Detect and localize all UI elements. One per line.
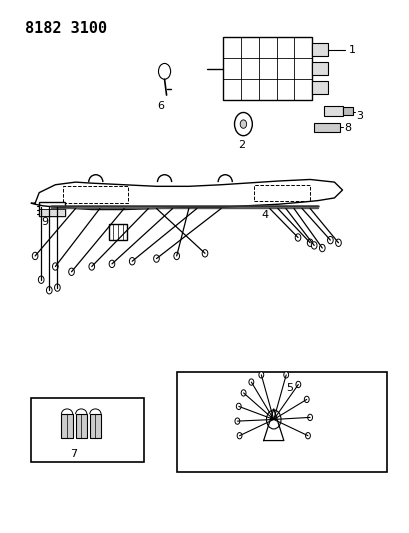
Text: 8: 8: [344, 123, 351, 133]
Circle shape: [307, 414, 312, 421]
Text: 5: 5: [285, 383, 292, 393]
Circle shape: [153, 255, 159, 262]
Circle shape: [310, 241, 316, 249]
Circle shape: [234, 112, 252, 136]
Circle shape: [295, 381, 300, 387]
Bar: [61, 414, 72, 438]
Circle shape: [236, 403, 240, 409]
Circle shape: [266, 410, 280, 429]
Circle shape: [303, 396, 308, 402]
Bar: [109, 224, 127, 240]
Text: 1: 1: [348, 45, 355, 55]
Circle shape: [327, 237, 333, 244]
Circle shape: [158, 63, 170, 79]
Circle shape: [46, 287, 52, 294]
Bar: [90, 414, 101, 438]
Circle shape: [240, 390, 245, 396]
Text: 8182 3100: 8182 3100: [25, 21, 107, 36]
Circle shape: [305, 433, 310, 439]
Circle shape: [307, 239, 312, 246]
Circle shape: [202, 249, 207, 257]
Circle shape: [173, 252, 179, 260]
Circle shape: [236, 433, 241, 439]
Circle shape: [319, 244, 324, 252]
Bar: [342, 107, 352, 115]
Bar: [75, 414, 87, 438]
Circle shape: [335, 239, 340, 246]
Text: 6: 6: [157, 101, 164, 111]
Circle shape: [129, 257, 135, 265]
Bar: [63, 187, 128, 203]
Circle shape: [109, 260, 115, 268]
Bar: [31, 398, 144, 462]
Bar: [313, 123, 339, 132]
Bar: [39, 209, 65, 216]
Text: 7: 7: [70, 449, 77, 459]
Circle shape: [52, 263, 58, 270]
Circle shape: [38, 276, 44, 284]
Circle shape: [54, 284, 60, 292]
Circle shape: [258, 372, 263, 378]
Circle shape: [234, 418, 239, 424]
Circle shape: [294, 234, 300, 241]
Text: 9: 9: [42, 217, 49, 227]
Circle shape: [32, 252, 38, 260]
Bar: [311, 43, 328, 56]
Bar: [311, 62, 328, 75]
Bar: [324, 106, 342, 116]
Circle shape: [240, 120, 246, 128]
Bar: [39, 201, 65, 216]
Circle shape: [248, 379, 253, 385]
Text: 3: 3: [356, 111, 363, 121]
Bar: [311, 82, 328, 94]
Bar: [253, 185, 309, 200]
Circle shape: [69, 268, 74, 276]
Text: 4: 4: [261, 210, 268, 220]
Text: 2: 2: [237, 140, 244, 150]
Circle shape: [89, 263, 94, 270]
Circle shape: [283, 372, 288, 378]
Bar: [222, 37, 311, 100]
Bar: [176, 372, 386, 472]
